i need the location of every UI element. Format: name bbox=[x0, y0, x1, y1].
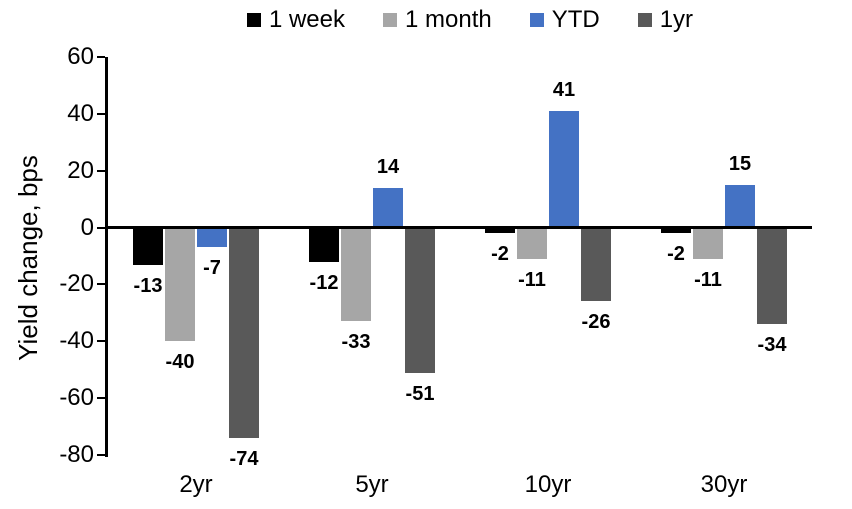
data-label-YTD-30yr: 15 bbox=[728, 152, 752, 175]
data-label-1-week-10yr: -2 bbox=[491, 243, 509, 266]
legend-label-1-week: 1 week bbox=[268, 6, 345, 33]
y-axis-tick-label: -20 bbox=[59, 270, 94, 298]
bar-YTD-30yr bbox=[725, 184, 755, 228]
bar-1yr-2yr bbox=[229, 227, 259, 438]
bar-1-week-10yr bbox=[485, 227, 515, 234]
legend-item-ytd: YTD bbox=[529, 6, 600, 34]
bar-1-week-2yr bbox=[133, 227, 163, 265]
bar-1-month-5yr bbox=[341, 227, 371, 322]
x-axis-label-5yr: 5yr bbox=[355, 471, 389, 498]
data-label-1-month-5yr: -33 bbox=[341, 331, 371, 354]
bar-1-month-2yr bbox=[165, 227, 195, 342]
legend-marker-1-week-icon bbox=[246, 13, 261, 27]
legend-label-1yr: 1yr bbox=[659, 6, 694, 33]
legend-marker-ytd-icon bbox=[529, 13, 544, 27]
data-label-1-week-5yr: -12 bbox=[309, 271, 339, 294]
x-axis-label-10yr: 10yr bbox=[524, 471, 572, 498]
plot-area: 60 40 20 0 -20 -40 -60 -80 2yr -13 -40 -7 -74 5yr -12 -… bbox=[59, 44, 812, 498]
y-axis-tick bbox=[97, 283, 105, 286]
legend-item-1-month: 1 month bbox=[382, 6, 492, 34]
bar-1yr-5yr bbox=[405, 227, 435, 373]
bar-1-month-30yr bbox=[693, 227, 723, 259]
y-axis-line bbox=[105, 57, 108, 457]
y-axis-tick-label: -40 bbox=[59, 327, 94, 355]
y-axis-tick bbox=[97, 169, 105, 172]
x-axis-label-30yr: 30yr bbox=[700, 471, 748, 498]
bar-YTD-2yr bbox=[197, 227, 227, 248]
data-label-1yr-10yr: -26 bbox=[581, 311, 611, 334]
y-axis-tick-label: 60 bbox=[67, 43, 94, 70]
data-label-YTD-10yr: 41 bbox=[552, 79, 576, 101]
bar-1-week-5yr bbox=[309, 227, 339, 262]
data-label-1-month-2yr: -40 bbox=[165, 351, 195, 374]
data-label-1-month-30yr: -11 bbox=[694, 268, 722, 291]
data-label-1yr-5yr: -51 bbox=[405, 382, 435, 405]
bar-YTD-5yr bbox=[373, 187, 403, 228]
y-axis-title: Yield change, bps bbox=[13, 155, 43, 361]
y-axis-tick bbox=[97, 340, 105, 343]
legend-marker-1yr-icon bbox=[637, 13, 652, 27]
data-label-1yr-2yr: -74 bbox=[229, 447, 259, 470]
y-axis-tick bbox=[97, 454, 105, 456]
data-label-1-week-2yr: -13 bbox=[133, 274, 163, 297]
legend-item-1yr: 1yr bbox=[637, 6, 694, 34]
data-label-1-week-30yr: -2 bbox=[667, 243, 685, 266]
y-axis-tick bbox=[97, 397, 105, 400]
data-label-1yr-30yr: -34 bbox=[757, 334, 787, 357]
y-axis-tick bbox=[97, 226, 105, 229]
bar-1-month-10yr bbox=[517, 227, 547, 259]
legend-item-1-week: 1 week bbox=[246, 6, 345, 34]
y-axis-tick-label: -80 bbox=[59, 441, 94, 468]
legend-label-1-month: 1 month bbox=[404, 6, 492, 33]
data-label-YTD-5yr: 14 bbox=[376, 155, 400, 178]
y-axis-tick bbox=[97, 56, 105, 58]
bar-1yr-10yr bbox=[581, 227, 611, 302]
legend-marker-1-month-icon bbox=[382, 13, 397, 27]
y-axis-tick-label: 40 bbox=[67, 99, 94, 127]
legend-label-ytd: YTD bbox=[551, 6, 600, 33]
y-axis-tick bbox=[97, 112, 105, 115]
x-axis-zero-line bbox=[105, 226, 812, 230]
y-axis-tick-label: 0 bbox=[80, 213, 94, 241]
data-label-YTD-2yr: -7 bbox=[203, 257, 221, 280]
bar-YTD-10yr bbox=[549, 111, 579, 228]
y-axis-tick-label: 20 bbox=[67, 156, 94, 184]
bar-1yr-30yr bbox=[757, 227, 787, 325]
bar-1-week-30yr bbox=[661, 227, 691, 234]
y-axis-tick-label: -60 bbox=[59, 384, 94, 412]
chart-legend: 1 week 1 month YTD 1yr bbox=[0, 6, 852, 34]
x-axis-label-2yr: 2yr bbox=[179, 471, 213, 498]
data-label-1-month-10yr: -11 bbox=[518, 268, 546, 291]
